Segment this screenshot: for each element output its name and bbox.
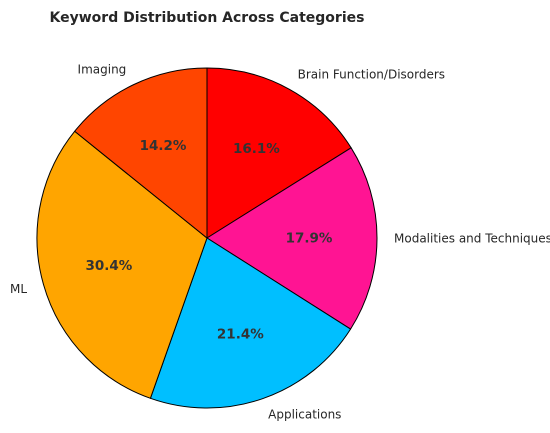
pie-slice-modalities-and-techniques <box>206 147 378 330</box>
slice-percent-modalities-and-techniques: 17.9% <box>286 230 333 246</box>
slice-label-applications: Applications <box>268 408 341 422</box>
slice-labels: Brain Function/Disorders Modalities and T… <box>10 62 550 421</box>
slice-percent-imaging: 14.2% <box>140 138 187 154</box>
slice-percent-ml: 30.4% <box>85 258 132 274</box>
chart-title: Keyword Distribution Across Categories <box>50 10 365 26</box>
slice-percent-applications: 21.4% <box>217 326 264 342</box>
percent-labels: 16.1% 17.9% 21.4% 30.4% 14.2% <box>85 138 332 342</box>
slice-label-brain-function-disorders: Brain Function/Disorders <box>298 67 445 81</box>
slice-label-imaging: Imaging <box>78 62 127 76</box>
slice-label-modalities-and-techniques: Modalities and Techniques <box>394 232 550 246</box>
pie-slice-brain-function-disorders <box>206 67 352 239</box>
pie-slice-applications <box>149 237 352 409</box>
pie-slice-ml <box>36 130 208 399</box>
slice-percent-brain-function-disorders: 16.1% <box>233 141 280 157</box>
pie-slices <box>36 67 378 409</box>
pie-slice-imaging <box>74 67 208 239</box>
slice-label-ml: ML <box>10 282 27 296</box>
